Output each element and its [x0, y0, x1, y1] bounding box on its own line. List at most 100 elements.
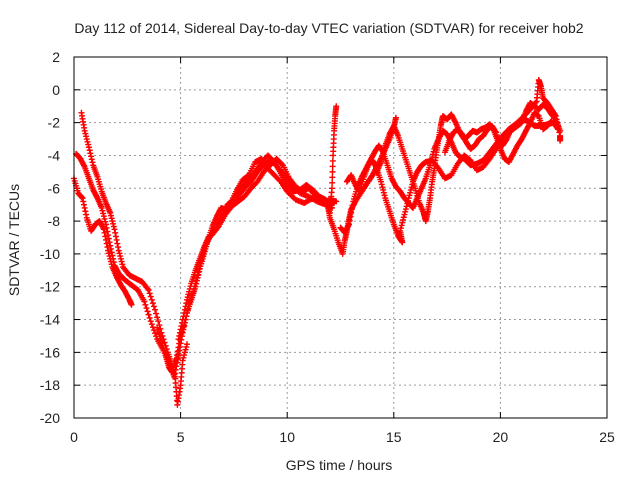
data-point	[100, 210, 107, 217]
data-point	[81, 127, 88, 134]
data-point	[109, 252, 116, 259]
data-point	[154, 314, 161, 321]
data-point	[146, 290, 153, 297]
data-point	[110, 255, 117, 262]
data-point	[82, 208, 89, 215]
data-point	[548, 117, 555, 124]
data-point	[349, 202, 356, 209]
data-point	[116, 250, 123, 257]
data-point	[85, 144, 92, 151]
data-point	[81, 204, 88, 211]
y-tick-label: -2	[48, 115, 61, 131]
data-point	[176, 343, 183, 350]
data-point	[183, 296, 190, 303]
series-10	[343, 99, 564, 246]
data-point	[407, 186, 414, 193]
data-point	[148, 321, 155, 328]
data-point	[400, 216, 407, 223]
data-point	[148, 296, 155, 303]
y-axis-label: SDTVAR / TECUs	[6, 184, 22, 296]
data-point	[89, 159, 96, 166]
data-point	[181, 349, 188, 356]
data-point	[112, 229, 119, 236]
data-point	[98, 204, 105, 211]
data-point	[400, 214, 407, 221]
x-tick-labels: 0 5 10 15 20 25	[70, 429, 615, 445]
data-point	[103, 224, 110, 231]
data-point	[405, 197, 412, 204]
data-point	[142, 301, 149, 308]
y-tick-label: -14	[40, 312, 60, 328]
data-point	[108, 249, 115, 256]
y-tick-label: -12	[40, 279, 60, 295]
data-point	[402, 206, 409, 213]
y-tick-label: 0	[52, 82, 60, 98]
data-point	[380, 189, 387, 196]
data-point	[401, 211, 408, 218]
y-tick-label: -4	[48, 147, 61, 163]
data-point	[182, 303, 189, 310]
data-point	[83, 136, 90, 143]
data-point	[177, 340, 184, 347]
data-point	[186, 288, 193, 295]
data-point	[115, 247, 122, 254]
y-tick-label: -16	[40, 344, 60, 360]
data-point	[104, 228, 111, 235]
data-point	[107, 242, 114, 249]
data-point	[143, 305, 150, 312]
data-point	[102, 218, 109, 225]
data-point	[328, 185, 335, 192]
data-point	[181, 306, 188, 313]
data-point	[119, 261, 126, 268]
data-point	[183, 341, 190, 348]
data-point	[107, 209, 114, 216]
data-point	[82, 130, 89, 137]
data-point	[408, 184, 415, 191]
data-point	[113, 236, 120, 243]
data-point	[110, 223, 117, 230]
data-point	[101, 215, 108, 222]
data-point	[496, 143, 503, 150]
data-point	[145, 311, 152, 318]
data-point	[79, 195, 86, 202]
data-point	[108, 215, 115, 222]
data-point	[117, 253, 124, 260]
data-point	[141, 298, 148, 305]
data-point	[100, 213, 107, 220]
data-point	[105, 250, 112, 257]
y-tick-label: -10	[40, 246, 60, 262]
series-11	[373, 76, 564, 225]
data-point	[110, 220, 117, 227]
data-point	[493, 129, 500, 136]
data-point	[553, 116, 560, 123]
data-point	[182, 346, 189, 353]
data-point	[117, 255, 124, 262]
data-point	[381, 145, 388, 152]
series-6	[175, 155, 338, 343]
data-point	[86, 147, 93, 154]
data-point	[180, 354, 187, 361]
data-point	[495, 140, 502, 147]
data-point	[329, 179, 336, 186]
data-point	[112, 233, 119, 240]
data-point	[111, 226, 118, 233]
data-point	[179, 316, 186, 323]
data-point	[179, 319, 186, 326]
data-point	[176, 332, 183, 339]
data-point	[403, 203, 410, 210]
data-point	[105, 232, 112, 239]
data-point	[110, 259, 117, 266]
x-axis-label: GPS time / hours	[286, 457, 393, 473]
data-point	[177, 326, 184, 333]
data-point	[183, 300, 190, 307]
data-point	[176, 329, 183, 336]
data-point	[181, 309, 188, 316]
data-point	[398, 222, 405, 229]
data-point	[146, 314, 153, 321]
series-1	[71, 175, 135, 308]
y-tick-labels: -20-18-16-14-12-10-8-6-4-202	[40, 49, 60, 426]
data-point	[105, 235, 112, 242]
data-point	[115, 244, 122, 251]
data-point	[88, 156, 95, 163]
